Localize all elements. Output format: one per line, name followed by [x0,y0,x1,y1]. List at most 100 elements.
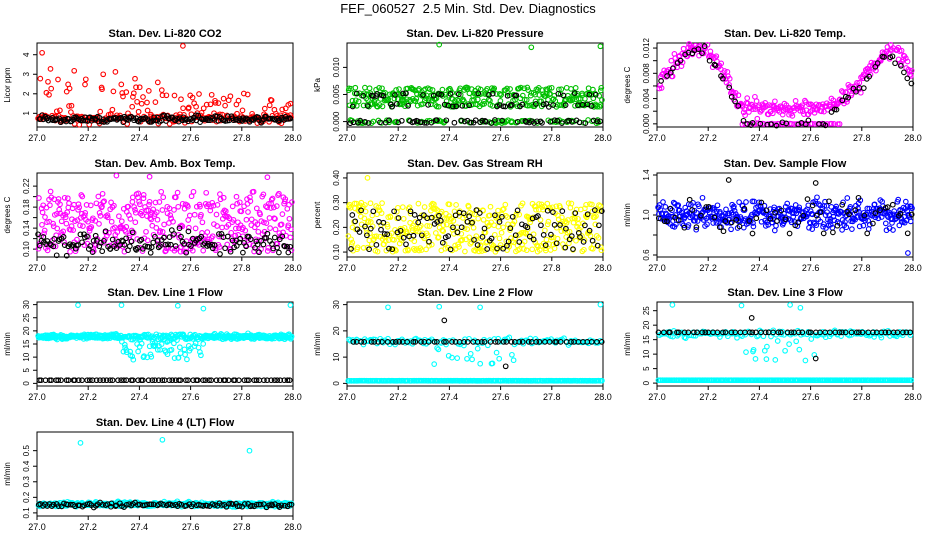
data-point-yellow [523,247,530,254]
data-point-black [461,118,468,125]
data-point-black [426,238,432,245]
y-tick-label: 0.6 [642,249,651,261]
data-point-black [438,91,445,98]
data-point-magenta [254,221,261,228]
data-point-black [822,122,829,129]
data-point-black [436,91,442,97]
data-point-black [559,120,565,126]
data-point-magenta [286,215,293,222]
data-point-black [496,219,503,225]
data-point-black [364,232,370,239]
y-tick-label: 0.1 [22,507,31,519]
x-tick-label: 27.4 [131,133,149,143]
data-point-black [795,219,802,226]
data-point-magenta [678,63,685,69]
data-point-black [519,101,526,108]
data-point-black [162,241,169,248]
data-point-black [705,203,712,210]
data-point-magenta [828,120,835,127]
data-point-magenta [101,198,107,205]
x-tick-label: 28.0 [904,392,922,402]
data-point-black [425,102,431,108]
data-point-yellow [440,222,447,228]
x-tick-label: 27.0 [338,392,356,402]
data-point-blue [860,222,867,229]
data-point-green [435,103,442,110]
data-point-magenta [108,218,115,225]
data-point-black [538,222,544,229]
data-point-yellow [361,215,368,222]
data-point-black [548,231,554,238]
data-point-cyan [469,356,475,363]
data-point-black [483,118,489,125]
data-point-yellow [426,223,433,229]
data-point-magenta [174,189,181,196]
data-point-black [161,112,167,119]
data-point-black [582,222,588,229]
data-point-black [572,210,579,216]
data-point-magenta [123,224,130,230]
data-point-yellow [462,248,468,255]
data-point-green [418,118,425,125]
data-point-magenta [190,188,197,195]
data-point-magenta [50,220,56,227]
data-point-red [279,106,286,113]
data-point-blue [690,199,696,206]
data-point-black [488,120,495,126]
data-point-red [144,99,150,106]
data-point-magenta [836,121,843,127]
data-point-black [77,231,84,238]
data-point-black [889,53,896,60]
data-point-black [540,101,547,108]
data-point-black [443,117,450,124]
data-point-blue [743,199,749,205]
data-point-red [178,96,184,103]
data-point-black [113,245,120,251]
data-point-black [126,243,133,250]
data-point-black [833,106,840,113]
x-tick-label: 28.0 [594,133,612,143]
data-point-blue [864,205,871,212]
data-point-black [535,213,541,219]
data-point-magenta [140,195,147,202]
data-point-yellow [565,200,572,206]
data-point-magenta [153,209,160,216]
data-point-magenta [253,205,260,212]
data-point-yellow [521,238,528,245]
x-tick-label: 27.4 [131,392,149,402]
data-point-magenta [695,43,702,50]
x-tick-label: 28.0 [284,263,302,273]
data-point-black [418,232,425,239]
data-point-yellow [593,213,599,219]
data-point-magenta [265,245,272,251]
data-point-black [348,246,354,252]
data-point-black [386,245,392,252]
data-point-black [534,118,540,125]
data-point-black [428,214,435,221]
x-tick-label: 27.6 [182,522,200,532]
data-point-blue [788,219,795,226]
data-point-magenta [60,228,67,235]
data-point-yellow [579,248,586,255]
outlier-point [385,304,391,311]
data-point-black [839,201,846,208]
data-point-magenta [742,112,748,119]
data-point-cyan [509,351,515,358]
data-point-yellow [439,227,446,234]
data-point-yellow [512,235,518,242]
data-point-blue [814,194,820,201]
data-point-black [411,212,418,218]
data-point-black [562,244,569,251]
data-point-black [826,198,832,205]
data-point-black [285,249,292,256]
data-point-green [379,103,386,110]
data-point-yellow [572,215,578,222]
data-point-magenta [232,225,239,232]
data-point-red [68,102,75,109]
data-point-black [454,229,461,236]
data-point-magenta [131,204,137,210]
data-point-black [524,224,531,231]
data-point-yellow [440,228,447,234]
data-point-magenta [236,199,243,206]
